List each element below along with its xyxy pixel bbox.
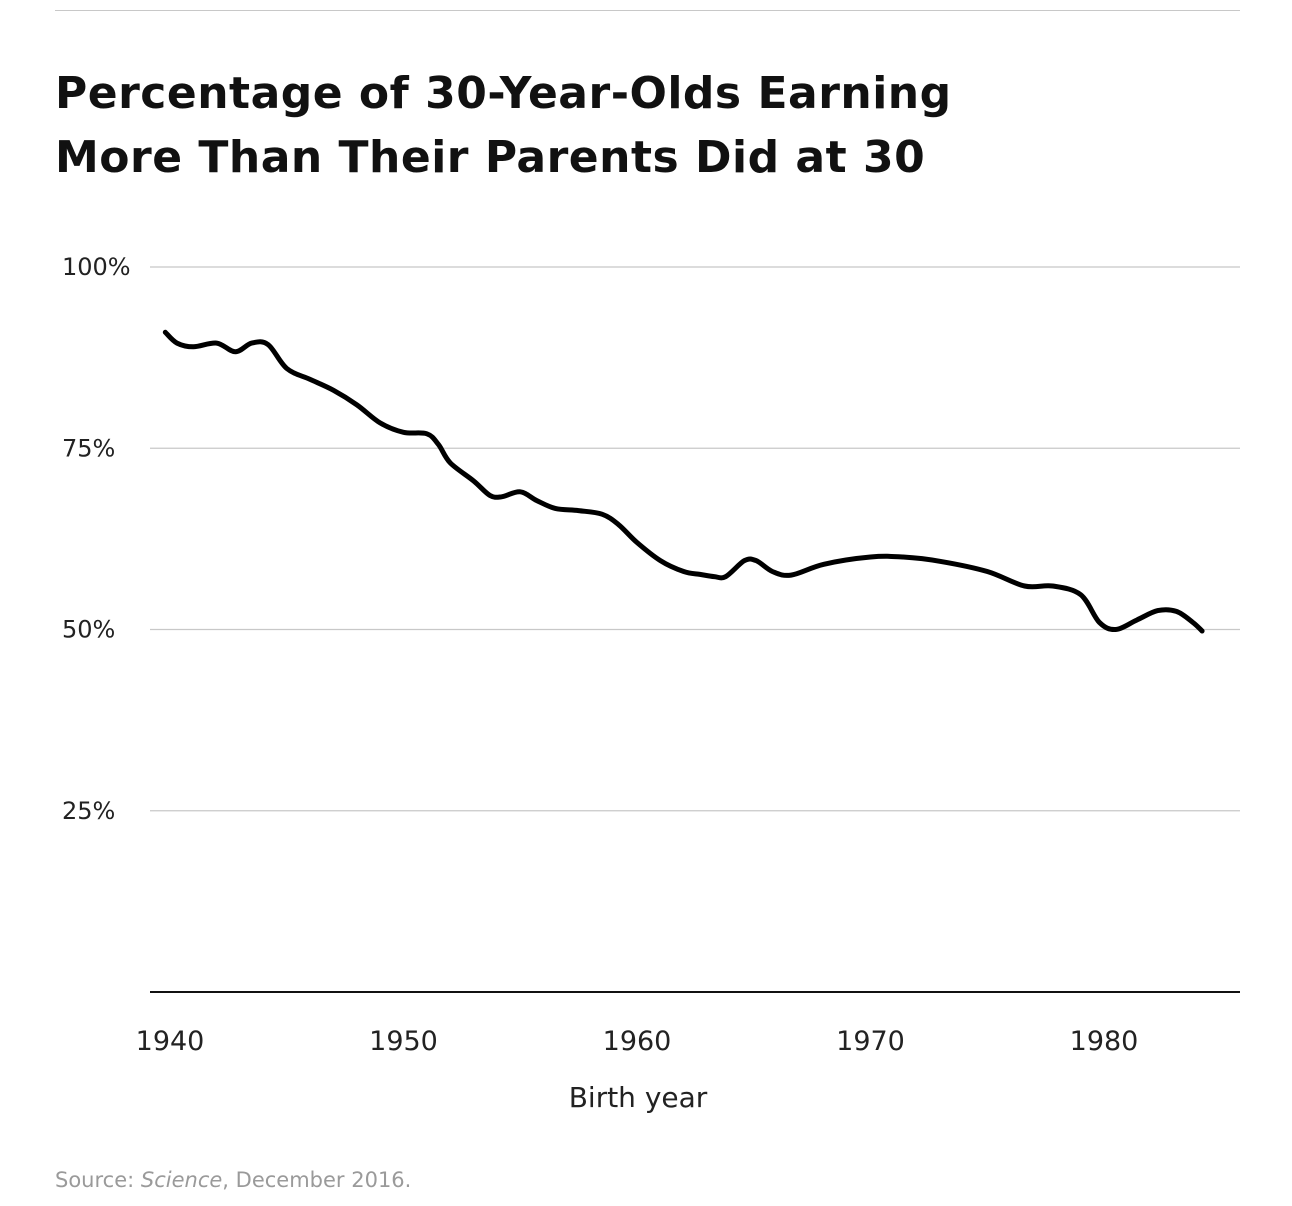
x-tick-label: 1980 (1070, 1026, 1139, 1057)
x-tick-label: 1960 (603, 1026, 672, 1057)
y-tick-label: 100% (62, 253, 131, 281)
x-axis-tick-labels: 1940 1950 1960 1970 1980 (136, 1026, 1139, 1057)
x-tick-label: 1970 (836, 1026, 905, 1057)
y-tick-label: 75% (62, 434, 115, 462)
y-tick-label: 50% (62, 616, 115, 644)
source-suffix: , December 2016. (222, 1168, 411, 1192)
x-axis-title: Birth year (569, 1081, 708, 1114)
y-tick-label: 25% (62, 797, 115, 825)
series-line (165, 332, 1202, 631)
grid-lines (150, 267, 1240, 811)
line-chart: 100% 75% 50% 25% 1940 1950 1960 1970 1980 Birth… (0, 0, 1292, 1150)
source-note: Source: Science, December 2016. (55, 1168, 411, 1192)
x-tick-label: 1950 (369, 1026, 438, 1057)
source-publication: Science (141, 1168, 222, 1192)
x-tick-label: 1940 (136, 1026, 205, 1057)
y-axis-tick-labels: 100% 75% 50% 25% (62, 253, 131, 825)
source-prefix: Source: (55, 1168, 141, 1192)
